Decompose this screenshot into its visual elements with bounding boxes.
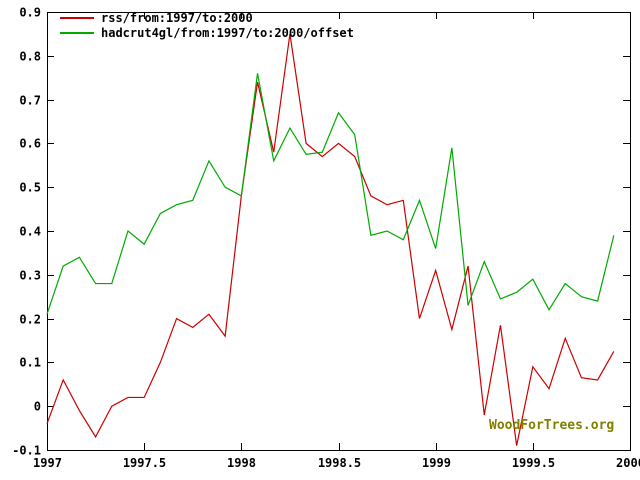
- plot-border: [47, 12, 631, 451]
- y-tick-label: 0.5: [19, 181, 41, 195]
- y-tick-label: 0.1: [19, 356, 41, 370]
- y-tick-label: 0: [34, 400, 41, 414]
- y-tick-label: 0.9: [19, 6, 41, 20]
- x-tick-label: 1999.5: [512, 456, 555, 470]
- legend-item-hadcrut4gl: hadcrut4gl/from:1997/to:2000/offset: [60, 25, 354, 40]
- legend-label-hadcrut4gl: hadcrut4gl/from:1997/to:2000/offset: [101, 25, 354, 40]
- x-tick-label: 2000: [616, 456, 640, 470]
- legend-line-sample-hadcrut4gl: [60, 31, 94, 34]
- legend-label-rss: rss/from:1997/to:2000: [101, 10, 253, 25]
- series-line-hadcrut4gl: [46, 73, 615, 315]
- y-tick-label: 0.6: [19, 137, 41, 151]
- y-tick-label: 0.3: [19, 269, 41, 283]
- legend: rss/from:1997/to:2000 hadcrut4gl/from:19…: [60, 10, 354, 40]
- y-tick-label: -0.1: [12, 444, 41, 458]
- series-line-rss: [46, 33, 615, 446]
- y-tick-label: 0.2: [19, 313, 41, 327]
- y-tick-label: 0.7: [19, 94, 41, 108]
- y-tick-label: 0.8: [19, 50, 41, 64]
- y-tick-label: 0.4: [19, 225, 41, 239]
- legend-item-rss: rss/from:1997/to:2000: [60, 10, 354, 25]
- x-tick-label: 1997: [33, 456, 62, 470]
- x-tick-label: 1999: [422, 456, 451, 470]
- x-tick-label: 1998: [227, 456, 256, 470]
- x-tick-label: 1998.5: [318, 456, 361, 470]
- watermark: WoodForTrees.org: [489, 418, 615, 433]
- legend-line-sample-rss: [60, 16, 94, 19]
- x-tick-label: 1997.5: [123, 456, 166, 470]
